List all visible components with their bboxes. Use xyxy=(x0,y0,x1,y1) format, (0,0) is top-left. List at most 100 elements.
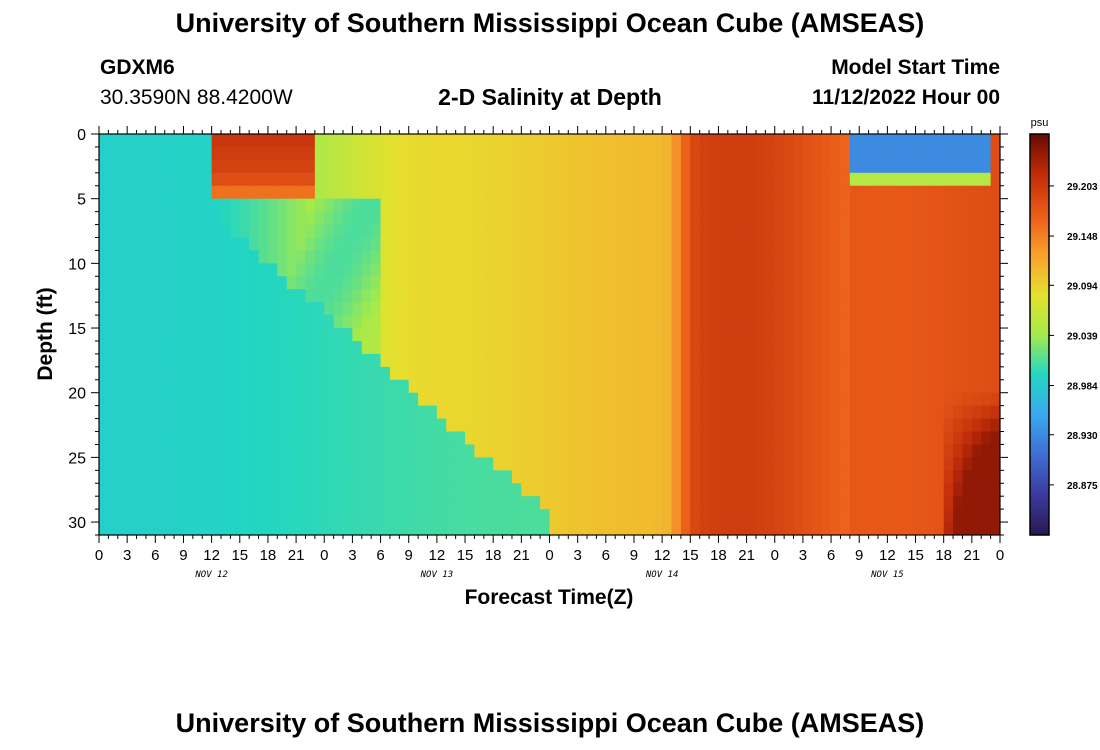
heat-cell xyxy=(267,315,278,329)
heat-cell xyxy=(680,431,691,445)
heat-cell xyxy=(971,134,982,148)
heat-cell xyxy=(361,159,372,174)
heat-cell xyxy=(230,470,241,484)
heat-cell xyxy=(483,185,494,200)
heat-cell xyxy=(333,418,344,432)
heat-cell xyxy=(230,302,241,316)
heat-cell xyxy=(352,496,363,510)
heat-cell xyxy=(568,353,579,368)
heat-cell xyxy=(709,431,719,445)
heat-cell xyxy=(343,457,353,471)
heat-cell xyxy=(709,237,719,251)
heat-cell xyxy=(408,146,419,161)
heat-cell xyxy=(221,224,231,238)
heat-cell xyxy=(699,172,710,187)
heat-cell xyxy=(699,496,710,510)
model-start-value: 11/12/2022 Hour 00 xyxy=(812,86,1000,109)
heat-cell xyxy=(924,444,935,458)
heat-cell xyxy=(333,522,344,536)
heat-cell xyxy=(587,289,597,303)
heat-cell xyxy=(117,134,128,148)
heat-cell xyxy=(155,134,166,148)
heat-cell xyxy=(924,340,935,355)
heat-cell xyxy=(709,224,719,238)
heat-cell xyxy=(446,211,457,225)
heat-cell xyxy=(831,392,841,407)
heat-cell xyxy=(221,444,231,458)
heat-cell xyxy=(324,353,335,368)
heat-cell xyxy=(145,224,156,238)
heat-cell xyxy=(314,224,325,238)
heat-cell xyxy=(239,172,250,187)
heat-cell xyxy=(540,509,550,523)
heat-cell xyxy=(530,340,541,355)
heat-cell xyxy=(671,379,682,394)
heat-cell xyxy=(305,328,316,342)
heat-cell xyxy=(662,379,672,394)
heat-cell xyxy=(868,146,879,161)
heat-cell xyxy=(371,444,381,458)
heat-cell xyxy=(718,457,729,471)
heat-cell xyxy=(587,353,597,368)
heat-cell xyxy=(784,509,794,523)
heat-cell xyxy=(718,224,729,238)
heat-cell xyxy=(249,405,259,419)
heat-cell xyxy=(671,431,682,445)
heat-cell xyxy=(145,211,156,225)
heat-cell xyxy=(493,522,503,536)
heat-cell xyxy=(793,185,804,200)
heat-cell xyxy=(305,405,316,419)
heat-cell xyxy=(389,418,400,432)
heat-cell xyxy=(249,496,259,510)
heat-cell xyxy=(408,366,419,381)
heat-cell xyxy=(361,198,372,213)
heat-cell xyxy=(784,159,794,174)
heat-cell xyxy=(418,263,428,277)
heat-cell xyxy=(877,509,888,523)
heat-cell xyxy=(558,470,569,484)
heat-cell xyxy=(221,159,231,174)
heat-cell xyxy=(183,431,194,445)
heat-cell xyxy=(305,470,316,484)
heat-cell xyxy=(840,457,851,471)
heat-cell xyxy=(249,522,259,536)
heat-cell xyxy=(333,509,344,523)
heat-cell xyxy=(887,146,898,161)
heat-cell xyxy=(305,509,316,523)
heat-cell xyxy=(765,483,776,497)
heat-cell xyxy=(877,263,888,277)
heat-cell xyxy=(221,470,231,484)
heat-cell xyxy=(418,315,428,329)
heat-cell xyxy=(887,509,898,523)
heat-cell xyxy=(136,509,147,523)
heat-cell xyxy=(859,263,870,277)
heat-cell xyxy=(662,366,672,381)
heat-cell xyxy=(971,379,982,394)
heat-cell xyxy=(540,289,550,303)
heat-cell xyxy=(821,315,832,329)
heat-cell xyxy=(493,289,503,303)
heat-cell xyxy=(296,392,306,407)
heat-cell xyxy=(286,340,297,355)
heat-cell xyxy=(521,340,532,355)
heat-cell xyxy=(896,159,907,174)
heat-cell xyxy=(343,444,353,458)
heat-cell xyxy=(615,302,625,316)
heat-cell xyxy=(652,276,663,290)
heat-cell xyxy=(380,237,391,251)
heat-cell xyxy=(981,496,992,510)
heat-cell xyxy=(793,211,804,225)
heat-cell xyxy=(221,276,231,290)
heat-cell xyxy=(277,509,288,523)
heat-cell xyxy=(962,509,973,523)
heat-cell xyxy=(877,366,888,381)
heat-cell xyxy=(662,146,672,161)
heat-cell xyxy=(793,146,804,161)
heat-cell xyxy=(127,172,137,187)
heat-cell xyxy=(849,392,860,407)
heat-cell xyxy=(849,289,860,303)
heat-cell xyxy=(483,315,494,329)
heat-cell xyxy=(793,328,804,342)
heat-cell xyxy=(549,185,560,200)
heat-cell xyxy=(230,509,241,523)
